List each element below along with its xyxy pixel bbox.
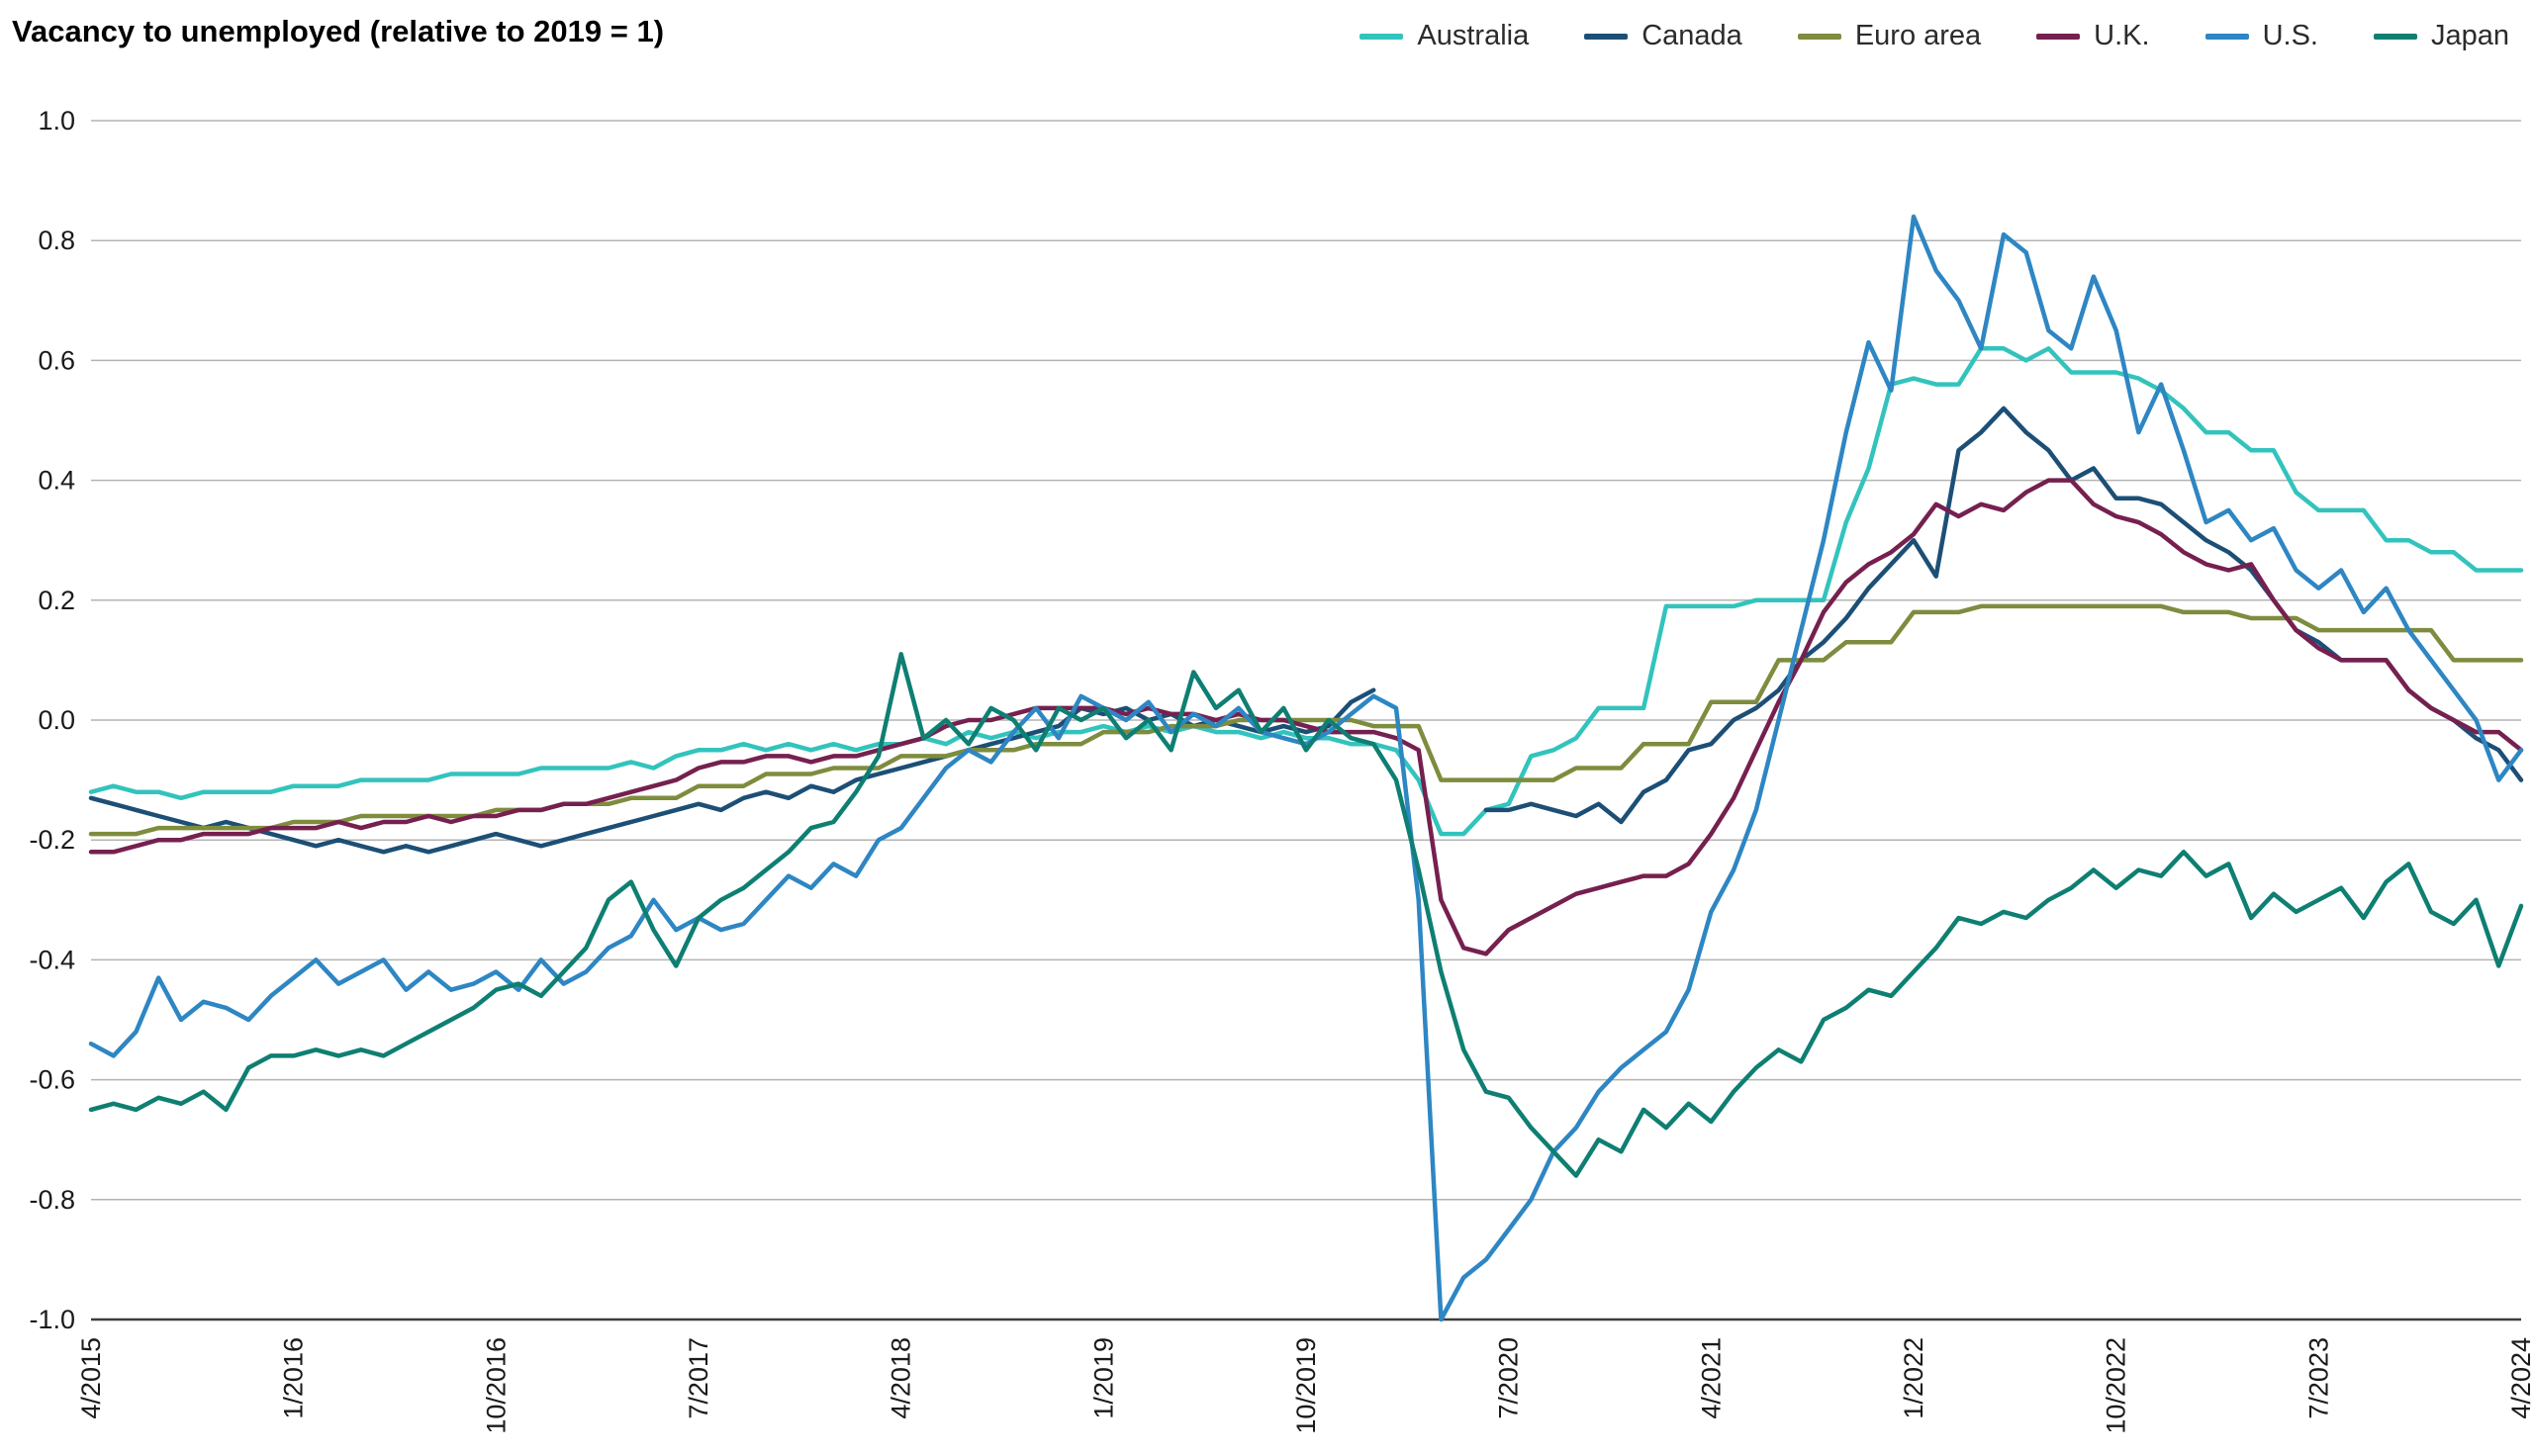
legend-swatch-australia bbox=[1360, 33, 1404, 40]
y-tick-label: 0.2 bbox=[38, 586, 75, 615]
y-tick-label: 1.0 bbox=[38, 106, 75, 136]
x-tick-label: 1/2022 bbox=[1899, 1337, 1928, 1419]
series-line-canada bbox=[88, 406, 2524, 855]
legend-label-canada: Canada bbox=[1642, 20, 1742, 51]
legend-swatch-uk bbox=[2036, 33, 2081, 40]
y-tick-label: -0.8 bbox=[29, 1185, 75, 1215]
x-tick-label: 4/2015 bbox=[76, 1337, 106, 1419]
x-tick-label: 4/2024 bbox=[2506, 1337, 2533, 1419]
series-line-u-k bbox=[88, 478, 2524, 956]
x-tick-label: 4/2021 bbox=[1696, 1337, 1726, 1419]
legend-item-euro-area: Euro area bbox=[1797, 20, 1982, 52]
x-tick-label: 7/2017 bbox=[684, 1337, 713, 1419]
x-tick-label: 7/2023 bbox=[2303, 1337, 2333, 1419]
legend: Australia Canada Euro area U.K. U.S. Jap… bbox=[1360, 14, 2509, 52]
y-tick-label: -0.4 bbox=[29, 945, 75, 974]
series-line-euro-area bbox=[88, 603, 2524, 837]
series-line-japan bbox=[88, 652, 2524, 1178]
chart-title: Vacancy to unemployed (relative to 2019 … bbox=[12, 14, 665, 48]
y-tick-label: 0.4 bbox=[38, 466, 75, 496]
x-tick-label: 10/2016 bbox=[481, 1337, 511, 1434]
series-line-australia bbox=[88, 346, 2524, 837]
x-tick-label: 7/2020 bbox=[1494, 1337, 1524, 1419]
legend-item-japan: Japan bbox=[2373, 20, 2509, 52]
y-tick-label: 0.0 bbox=[38, 705, 75, 735]
legend-label-japan: Japan bbox=[2430, 20, 2509, 51]
legend-label-euro-area: Euro area bbox=[1854, 20, 1982, 51]
x-tick-label: 1/2016 bbox=[279, 1337, 309, 1419]
y-tick-label: -1.0 bbox=[29, 1305, 75, 1334]
x-tick-label: 4/2018 bbox=[887, 1337, 916, 1419]
y-tick-label: 0.6 bbox=[38, 345, 75, 375]
legend-label-australia: Australia bbox=[1417, 20, 1530, 51]
y-tick-label: 0.8 bbox=[38, 226, 75, 255]
chart-header: Vacancy to unemployed (relative to 2019 … bbox=[0, 0, 2533, 73]
legend-item-australia: Australia bbox=[1360, 20, 1529, 52]
legend-item-us: U.S. bbox=[2205, 20, 2318, 52]
x-tick-label: 10/2019 bbox=[1291, 1337, 1321, 1434]
legend-swatch-japan bbox=[2373, 33, 2417, 40]
x-tick-label: 1/2019 bbox=[1088, 1337, 1118, 1419]
legend-item-uk: U.K. bbox=[2036, 20, 2150, 52]
legend-label-uk: U.K. bbox=[2094, 20, 2150, 51]
y-tick-label: -0.6 bbox=[29, 1065, 75, 1095]
legend-swatch-canada bbox=[1584, 33, 1629, 40]
line-chart: 1.00.80.60.40.20.0-0.2-0.4-0.6-0.8-1.04/… bbox=[29, 106, 2533, 1434]
series-line-u-s bbox=[88, 214, 2524, 1322]
legend-swatch-euro-area bbox=[1797, 33, 1841, 40]
y-tick-label: -0.2 bbox=[29, 825, 75, 855]
legend-item-canada: Canada bbox=[1584, 20, 1742, 52]
x-tick-label: 10/2022 bbox=[2102, 1337, 2131, 1434]
legend-swatch-us bbox=[2205, 33, 2249, 40]
legend-label-us: U.S. bbox=[2262, 20, 2318, 51]
